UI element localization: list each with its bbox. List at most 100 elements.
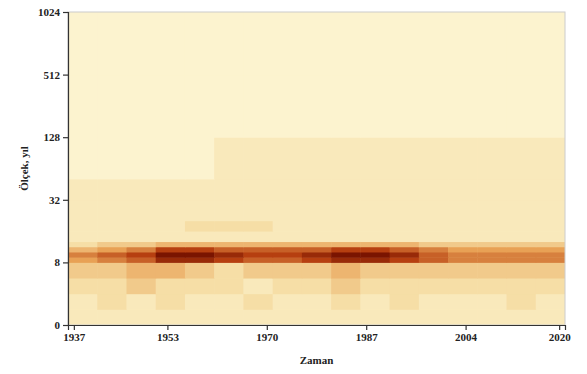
y-tick-mark	[63, 262, 68, 263]
heat-cell	[360, 294, 390, 310]
heat-cell	[360, 200, 390, 221]
heat-cell	[126, 200, 156, 221]
heat-cell	[156, 221, 186, 232]
heat-cell	[243, 200, 273, 221]
heat-cell	[331, 242, 361, 248]
x-axis: 193719531970198720042020	[63, 325, 571, 343]
heat-cell	[390, 116, 420, 137]
heat-cell	[243, 294, 273, 310]
heat-cell	[185, 231, 215, 242]
heat-cell	[214, 221, 244, 232]
heat-cell	[156, 278, 186, 294]
heat-cell	[360, 257, 390, 263]
heat-cell	[331, 179, 361, 200]
heat-cell	[126, 294, 156, 310]
heat-cell	[360, 262, 390, 278]
heat-cell	[302, 309, 332, 325]
y-tick: 32	[49, 194, 68, 206]
y-tick: 512	[44, 69, 69, 81]
x-tick-mark	[267, 325, 268, 330]
heat-cell	[331, 12, 361, 75]
heat-cell	[302, 137, 332, 179]
heat-cell	[507, 262, 537, 278]
x-axis-line	[69, 326, 566, 331]
heat-cell	[448, 294, 478, 310]
heat-cell	[185, 75, 215, 117]
heat-cell	[507, 294, 537, 310]
x-tick-mark	[559, 325, 560, 330]
y-tick-mark	[63, 74, 68, 75]
heat-cell	[331, 200, 361, 221]
heat-cell	[185, 242, 215, 248]
heat-cell	[448, 252, 478, 258]
heat-cell	[477, 137, 507, 179]
heat-cell	[477, 257, 507, 263]
heat-cell	[419, 309, 449, 325]
heat-cell	[331, 309, 361, 325]
y-tick-label: 8	[55, 256, 61, 268]
heat-cell	[68, 137, 98, 179]
x-tick-mark	[74, 325, 75, 330]
heat-cell	[507, 231, 537, 242]
heat-cell	[214, 262, 244, 278]
x-axis-title: Zaman	[300, 354, 334, 366]
heat-cell	[273, 309, 303, 325]
heat-cell	[390, 75, 420, 117]
heat-cell	[185, 247, 215, 253]
y-tick: 1024	[38, 6, 68, 18]
x-tick: 1987	[356, 325, 379, 343]
heat-cell	[97, 252, 127, 258]
heat-cell	[360, 116, 390, 137]
heat-cell	[448, 262, 478, 278]
heat-cell	[97, 179, 127, 200]
heat-cell	[126, 257, 156, 263]
heat-cell	[302, 179, 332, 200]
heat-cell	[68, 75, 98, 117]
heat-cell	[243, 179, 273, 200]
heat-cell	[448, 257, 478, 263]
heat-cell	[185, 262, 215, 278]
heat-cell	[273, 116, 303, 137]
heat-cell	[126, 221, 156, 232]
heat-cell	[331, 116, 361, 137]
heat-cell	[97, 294, 127, 310]
heat-cell	[302, 116, 332, 137]
y-tick-label: 0	[55, 319, 61, 331]
x-tick: 1937	[63, 325, 86, 343]
y-tick-mark	[63, 12, 68, 13]
heat-cell	[477, 262, 507, 278]
heat-cell	[214, 179, 244, 200]
heat-cell	[214, 294, 244, 310]
heat-cell	[273, 242, 303, 248]
heat-cell	[331, 221, 361, 232]
heat-cell	[302, 12, 332, 75]
heat-cell	[302, 257, 332, 263]
heat-cell	[477, 75, 507, 117]
heat-cell	[302, 262, 332, 278]
heat-cell	[507, 137, 537, 179]
heat-cell	[302, 75, 332, 117]
heat-cell	[419, 75, 449, 117]
heat-cell	[214, 257, 244, 263]
y-tick-label: 1024	[38, 6, 61, 18]
heat-cell	[507, 200, 537, 221]
heat-cell	[477, 221, 507, 232]
heat-cell	[214, 137, 244, 179]
heat-cell	[536, 75, 565, 117]
x-tick: 2020	[549, 325, 572, 343]
heat-cell	[477, 278, 507, 294]
heat-cell	[448, 75, 478, 117]
heat-cell	[360, 242, 390, 248]
heat-cell	[273, 231, 303, 242]
x-tick: 1970	[256, 325, 279, 343]
heat-cell	[273, 179, 303, 200]
heat-cell	[185, 179, 215, 200]
heat-cell	[390, 257, 420, 263]
heat-cell	[185, 252, 215, 258]
heat-cell	[126, 252, 156, 258]
x-tick-mark	[466, 325, 467, 330]
heat-cell	[302, 252, 332, 258]
heat-cell	[68, 179, 98, 200]
x-tick: 2004	[455, 325, 478, 343]
heat-cell	[536, 116, 565, 137]
